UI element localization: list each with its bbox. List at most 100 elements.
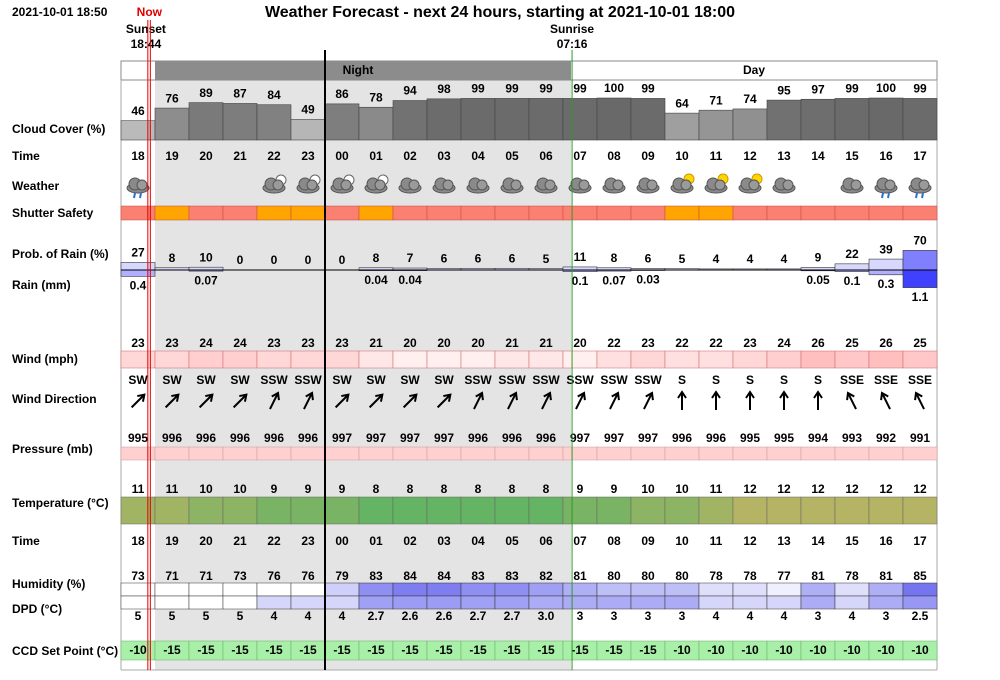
- rain-prob-value: 5: [543, 252, 550, 266]
- rain-prob-value: 4: [747, 252, 754, 266]
- humidity-value: 78: [743, 569, 757, 583]
- ccd-value: -15: [401, 643, 419, 657]
- pressure-value: 995: [774, 431, 794, 445]
- cloud-bar: [630, 98, 666, 141]
- shutter-cell: [562, 205, 598, 221]
- wind-arrow: [779, 390, 789, 410]
- rain-value: 0.04: [364, 273, 388, 287]
- temperature-cell: [120, 496, 156, 525]
- temperature-cell: [460, 496, 496, 525]
- wind-arrow: [198, 393, 214, 409]
- wind-value: 25: [845, 336, 859, 350]
- wind-direction: SW: [366, 373, 386, 387]
- dpd-cell: [460, 595, 496, 610]
- hour-label: 02: [403, 534, 417, 548]
- rain-prob-bar: [834, 263, 870, 271]
- pressure-cell: [766, 446, 802, 461]
- temperature-value: 10: [641, 482, 655, 496]
- dpd-cell: [290, 595, 326, 610]
- pressure-cell: [358, 446, 394, 461]
- cloud-value: 89: [199, 86, 213, 100]
- humidity-value: 83: [505, 569, 519, 583]
- temperature-value: 10: [233, 482, 247, 496]
- temperature-cell: [256, 496, 292, 525]
- dpd-cell: [698, 595, 734, 610]
- cloud-value: 100: [876, 81, 896, 95]
- ccd-value: -15: [197, 643, 215, 657]
- temperature-cell: [188, 496, 224, 525]
- cloud-value: 76: [165, 91, 179, 105]
- temperature-cell: [902, 496, 938, 525]
- hour-label: 14: [811, 534, 825, 548]
- wind-value: 24: [199, 336, 213, 350]
- humidity-cell: [732, 582, 768, 597]
- cloud-bar: [460, 98, 496, 141]
- cloud-value: 78: [369, 90, 383, 104]
- hour-label: 11: [710, 149, 723, 163]
- dpd-cell: [528, 595, 564, 610]
- hour-label: 00: [335, 534, 349, 548]
- dpd-value: 4: [305, 609, 312, 623]
- humidity-value: 85: [913, 569, 927, 583]
- wind-cell: [528, 350, 564, 369]
- wind-direction: SSW: [532, 373, 560, 387]
- temperature-cell: [596, 496, 632, 525]
- wind-arrow: [813, 390, 823, 410]
- humidity-cell: [902, 582, 938, 597]
- wind-value: 20: [437, 336, 451, 350]
- dpd-cell: [358, 595, 394, 610]
- temperature-value: 8: [373, 482, 380, 496]
- pressure-cell: [494, 446, 530, 461]
- shutter-cell: [188, 205, 224, 221]
- row-label: Time: [12, 149, 40, 163]
- shutter-cell: [902, 205, 938, 221]
- shutter-cell: [732, 205, 768, 221]
- cloud: [442, 179, 454, 191]
- humidity-value: 71: [199, 569, 213, 583]
- cloud: [782, 179, 794, 191]
- cloud: [646, 179, 658, 191]
- temperature-cell: [426, 496, 462, 525]
- cloud-bar: [562, 98, 598, 141]
- humidity-value: 83: [369, 569, 383, 583]
- rain-value: 0.1: [572, 274, 589, 288]
- temperature-value: 9: [305, 482, 312, 496]
- pressure-cell: [698, 446, 734, 461]
- dpd-value: 4: [849, 609, 856, 623]
- row-label: Weather: [12, 179, 59, 193]
- dpd-cell: [766, 595, 802, 610]
- sunset-time: 18:44: [131, 37, 162, 51]
- wind-direction: SSW: [566, 373, 594, 387]
- pressure-value: 993: [842, 431, 862, 445]
- wind-value: 23: [743, 336, 757, 350]
- pressure-cell: [460, 446, 496, 461]
- dpd-cell: [256, 595, 292, 610]
- cloud-bar: [324, 103, 360, 141]
- cloud-bar: [188, 102, 224, 141]
- shutter-cell: [800, 205, 836, 221]
- temperature-value: 9: [577, 482, 584, 496]
- wind-direction: S: [780, 373, 788, 387]
- row-label: Cloud Cover (%): [12, 122, 105, 136]
- rain-bar: [868, 269, 904, 276]
- dpd-cell: [868, 595, 904, 610]
- cloud-bar: [358, 106, 394, 141]
- wind-arrow: [745, 390, 755, 410]
- rain-prob-value: 6: [475, 251, 482, 265]
- dpd-cell: [392, 595, 428, 610]
- dpd-value: 2.6: [402, 609, 419, 623]
- dpd-cell: [188, 595, 224, 610]
- cloud-bar: [222, 103, 258, 141]
- temperature-value: 9: [611, 482, 618, 496]
- temperature-value: 10: [199, 482, 213, 496]
- temperature-value: 12: [879, 482, 893, 496]
- shutter-cell: [324, 205, 360, 221]
- pressure-value: 996: [672, 431, 692, 445]
- cloud-bar: [868, 97, 904, 141]
- humidity-cell: [868, 582, 904, 597]
- humidity-cell: [426, 582, 462, 597]
- wind-direction: SSW: [600, 373, 628, 387]
- ccd-value: -15: [163, 643, 181, 657]
- wind-value: 20: [403, 336, 417, 350]
